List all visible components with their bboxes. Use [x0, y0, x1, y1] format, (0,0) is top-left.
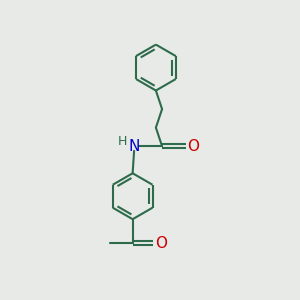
Text: H: H — [118, 135, 128, 148]
Text: O: O — [187, 139, 199, 154]
Text: N: N — [128, 139, 140, 154]
Text: O: O — [155, 236, 167, 251]
